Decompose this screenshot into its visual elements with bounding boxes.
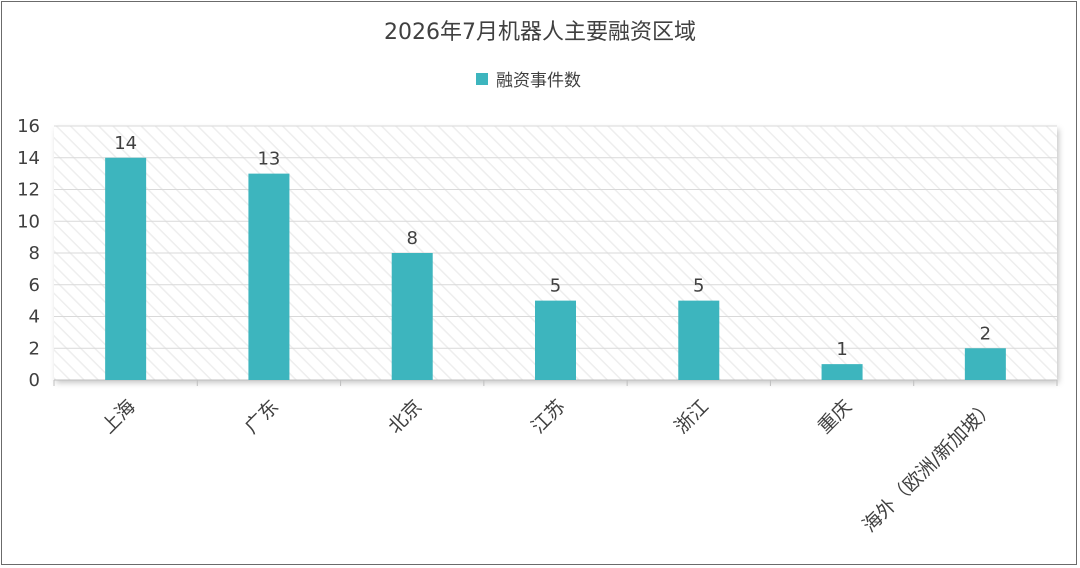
y-tick-label: 0	[29, 370, 40, 391]
x-category-label: 浙江	[670, 396, 712, 438]
y-tick-label: 2	[29, 338, 40, 359]
x-category-label: 上海	[97, 396, 139, 438]
y-axis: 0 2 4 6 8 10 12 14 16	[17, 116, 40, 391]
legend-label: 融资事件数	[496, 71, 581, 91]
bar-4	[678, 300, 720, 380]
bars	[105, 157, 1006, 380]
data-label: 5	[693, 276, 704, 297]
y-tick-label: 12	[17, 180, 40, 201]
x-category-label: 江苏	[527, 396, 569, 438]
bar-2	[391, 253, 433, 380]
x-category-label: 海外（欧洲/新加坡）	[859, 396, 1000, 537]
x-category-label: 广东	[241, 396, 283, 438]
data-label: 8	[406, 228, 417, 249]
data-labels: 14 13 8 5 5 1 2	[114, 133, 991, 360]
bar-0	[105, 157, 147, 380]
x-category-label: 重庆	[814, 396, 856, 438]
data-label: 13	[257, 149, 280, 170]
bar-5	[821, 364, 863, 380]
legend-swatch	[476, 73, 488, 85]
data-label: 2	[980, 323, 991, 344]
x-category-label: 北京	[384, 396, 426, 438]
bar-3	[535, 300, 576, 380]
y-tick-label: 4	[29, 307, 40, 328]
data-label: 5	[550, 276, 561, 297]
data-label: 1	[836, 339, 847, 360]
data-label: 14	[114, 133, 137, 154]
bar-6	[964, 348, 1006, 380]
y-tick-label: 8	[29, 243, 40, 264]
y-tick-label: 6	[29, 275, 40, 296]
chart-title: 2026年7月机器人主要融资区域	[384, 20, 696, 45]
x-axis: 上海 广东 北京 江苏 浙江 重庆 海外（欧洲/新加坡）	[53, 379, 1058, 537]
y-tick-label: 14	[17, 148, 40, 169]
y-tick-label: 10	[17, 211, 40, 232]
y-tick-label: 16	[17, 116, 40, 137]
bar-1	[248, 173, 290, 380]
legend: 融资事件数	[476, 71, 581, 91]
